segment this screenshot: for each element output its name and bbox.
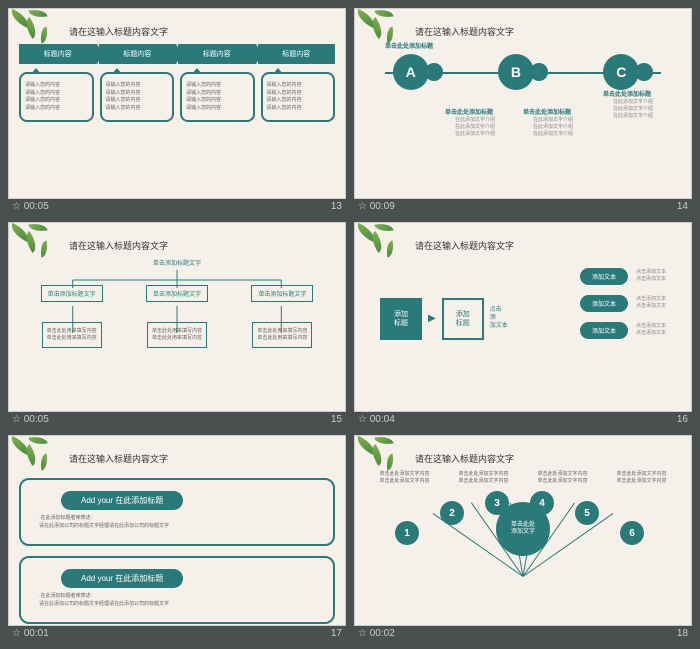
tab-3: 标题内容 (178, 44, 256, 64)
star-icon: ☆ (12, 628, 21, 639)
slide-title: 请在这输入标题内容文字 (69, 25, 168, 38)
node-c: C (603, 54, 653, 90)
pill: 添加文本 (580, 295, 628, 312)
square-filled: 添加 标题 (380, 298, 422, 340)
pill: 添加文本 (580, 268, 628, 285)
arrow-icon: ▶ (428, 313, 436, 324)
node-b: B (498, 54, 548, 90)
org-leaf: 单击此处用来填写内容 单击此处用来填写内容 (147, 322, 207, 348)
org-leaf: 单击此处用来填写内容 单击此处用来填写内容 (42, 322, 102, 348)
slide-18: 请在这输入标题内容文字 单击此处添加文字内容 单击此处添加文字内容 单击此处添加… (354, 435, 692, 641)
org-root: 单击添加标题文字 (19, 258, 335, 267)
slide-title: 请在这输入标题内容文字 (69, 239, 168, 252)
content-box: 请输入您的内容 请输入您的内容 请输入您的内容 请输入您的内容 (19, 72, 94, 122)
slide-time: 00:05 (24, 414, 49, 425)
slide-title: 请在这输入标题内容文字 (415, 239, 514, 252)
process-tabs: 标题内容 标题内容 标题内容 标题内容 (19, 44, 335, 64)
tab-4: 标题内容 (258, 44, 336, 64)
slide-title: 请在这输入标题内容文字 (415, 25, 514, 38)
node-label: 单击此处添加标题 (385, 41, 433, 50)
slide-13: 请在这输入标题内容文字 标题内容 标题内容 标题内容 标题内容 请输入您的内容 … (8, 8, 346, 214)
pill-desc: 点击添加文本 点击添加文本 (636, 296, 666, 310)
node-label: 单击此处添加标题 (603, 89, 651, 98)
callout-title: Add your 在此添加标题 (61, 569, 183, 588)
tab-2: 标题内容 (99, 44, 177, 64)
callout-frame: Add your 在此添加标题 ·在此添加标题者荣表述:请在此添加公司的标题文字… (19, 556, 335, 624)
slide-number: 15 (331, 414, 342, 425)
callout-frame: Add your 在此添加标题 ·在此添加标题者荣表述:请在此添加公司的标题文字… (19, 478, 335, 546)
callout-line: ·在此添加标题者荣表述: (39, 592, 315, 600)
col-text: 单击此处添加文字内容 单击此处添加文字内容 (537, 471, 587, 485)
slide-17: 请在这输入标题内容文字 Add your 在此添加标题 ·在此添加标题者荣表述:… (8, 435, 346, 641)
slide-time: 00:09 (370, 201, 395, 212)
pill-desc: 点击添加文本 点击添加文本 (636, 269, 666, 283)
col-text: 单击此处添加文字内容 单击此处添加文字内容 (616, 471, 666, 485)
callout-line: 请在此添加公司的标题文字经理请在此添加公司的标题文字 (39, 522, 315, 530)
node-a: A (393, 54, 443, 90)
callout-line: ·在此添加标题者荣表述: (39, 514, 315, 522)
slide-time: 00:05 (24, 201, 49, 212)
center-circle: 单击此处 添加文字 (496, 502, 550, 556)
tab-1: 标题内容 (19, 44, 97, 64)
node-label: 单击此处添加标题 (445, 107, 493, 116)
num-circle: 2 (440, 501, 464, 525)
star-icon: ☆ (358, 628, 367, 639)
slide-14: 请在这输入标题内容文字 A B C 单击此处添加标题 单击此处添加标题 在此添加… (354, 8, 692, 214)
square-outline: 添加 标题 (442, 298, 484, 340)
org-mid: 单击添加标题文字 (41, 285, 103, 302)
star-icon: ☆ (358, 414, 367, 425)
num-circle: 1 (395, 521, 419, 545)
node-label: 单击此处添加标题 (523, 107, 571, 116)
star-icon: ☆ (12, 201, 21, 212)
slide-number: 16 (677, 414, 688, 425)
slide-number: 17 (331, 628, 342, 639)
node-sub: 在此添加文字介绍 在此添加文字介绍 在此添加文字介绍 (455, 117, 495, 138)
org-mid: 单击添加标题文字 (146, 285, 208, 302)
content-box: 请输入您的内容 请输入您的内容 请输入您的内容 请输入您的内容 (100, 72, 175, 122)
leaves-decoration (8, 435, 66, 478)
star-icon: ☆ (358, 201, 367, 212)
slide-16: 请在这输入标题内容文字 添加 标题 ▶ 添加 标题 点击 添 加文本 添加文本点… (354, 222, 692, 428)
star-icon: ☆ (12, 414, 21, 425)
slide-time: 00:02 (370, 628, 395, 639)
slide-time: 00:01 (24, 628, 49, 639)
num-circle: 5 (575, 501, 599, 525)
slide-number: 18 (677, 628, 688, 639)
content-box: 请输入您的内容 请输入您的内容 请输入您的内容 请输入您的内容 (261, 72, 336, 122)
slide-number: 14 (677, 201, 688, 212)
node-sub: 在此添加文字介绍 在此添加文字介绍 在此添加文字介绍 (613, 99, 653, 120)
node-sub: 在此添加文字介绍 在此添加文字介绍 在此添加文字介绍 (533, 117, 573, 138)
pill-desc: 点击添加文本 点击添加文本 (636, 323, 666, 337)
col-text: 单击此处添加文字内容 单击此处添加文字内容 (379, 471, 429, 485)
slide-title: 请在这输入标题内容文字 (69, 452, 168, 465)
callout-line: 请在此添加公司的标题文字经理请在此添加公司的标题文字 (39, 600, 315, 608)
col-text: 单击此处添加文字内容 单击此处添加文字内容 (458, 471, 508, 485)
pill: 添加文本 (580, 322, 628, 339)
org-mid: 单击添加标题文字 (251, 285, 313, 302)
side-text: 点击 添 加文本 (490, 307, 508, 330)
num-circle: 6 (620, 521, 644, 545)
slide-title: 请在这输入标题内容文字 (415, 452, 514, 465)
slide-number: 13 (331, 201, 342, 212)
org-leaf: 单击此处用来填写内容 单击此处用来填写内容 (252, 322, 312, 348)
callout-title: Add your 在此添加标题 (61, 491, 183, 510)
slide-15: 请在这输入标题内容文字 单击添加标题文字 单击添加标题文字 单击添加标题文字 单… (8, 222, 346, 428)
content-box: 请输入您的内容 请输入您的内容 请输入您的内容 请输入您的内容 (180, 72, 255, 122)
slide-time: 00:04 (370, 414, 395, 425)
